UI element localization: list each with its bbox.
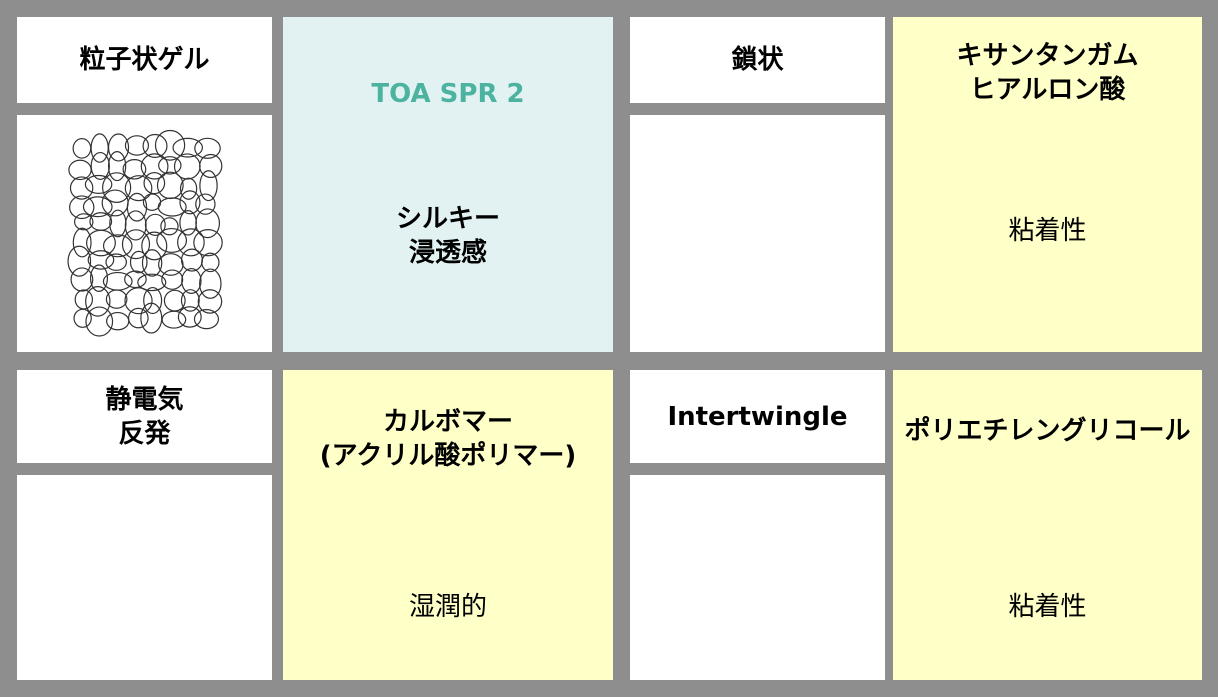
product-name: キサンタンガム ヒアルロン酸 <box>893 39 1202 107</box>
text-line: キサンタンガム <box>956 41 1139 71</box>
product-cell: ポリエチレングリコール 粘着性 <box>893 370 1202 680</box>
text-line: 鎖状 <box>731 45 784 75</box>
product-name: ポリエチレングリコール <box>893 414 1202 448</box>
product-feature: 粘着性 <box>893 214 1202 248</box>
product-cell: キサンタンガム ヒアルロン酸 粘着性 <box>893 17 1202 352</box>
panel-label: Intertwingle <box>630 370 885 463</box>
image-cell <box>17 475 272 680</box>
product-feature: シルキー 浸透感 <box>283 202 613 270</box>
text-line: Intertwingle <box>667 401 848 432</box>
text-line: カルボマー <box>382 407 513 437</box>
image-cell <box>630 115 885 352</box>
text-line: 反発 <box>118 418 171 449</box>
text-line: 湿潤的 <box>408 592 487 622</box>
product-cell: TOA SPR 2 シルキー浸透感 <box>283 17 613 352</box>
product-name: カルボマー (アクリル酸ポリマー) <box>283 405 613 473</box>
panel-label: 粒子状ゲル <box>17 17 272 103</box>
text-line: 静電気 <box>105 384 184 415</box>
particle-illustration <box>67 129 223 337</box>
text-line: ポリエチレングリコール <box>904 416 1191 446</box>
product-feature: 湿潤的 <box>283 590 613 624</box>
panel-label: 鎖状 <box>630 17 885 103</box>
text-line: TOA SPR 2 <box>371 79 525 109</box>
image-cell <box>630 475 885 680</box>
text-line: 粘着性 <box>1008 592 1087 622</box>
text-line: 粘着性 <box>1008 216 1087 246</box>
product-name: TOA SPR 2 <box>283 77 613 111</box>
product-feature: 粘着性 <box>893 590 1202 624</box>
text-line: ヒアルロン酸 <box>969 75 1126 105</box>
product-cell: カルボマー (アクリル酸ポリマー) 湿潤的 <box>283 370 613 680</box>
text-line: (アクリル酸ポリマー) <box>319 441 577 471</box>
text-line: シルキー <box>395 204 500 234</box>
panel-label: 静電気 反発 <box>17 370 272 463</box>
text-line: 粒子状ゲル <box>79 45 210 75</box>
text-line: 浸透感 <box>408 238 487 268</box>
